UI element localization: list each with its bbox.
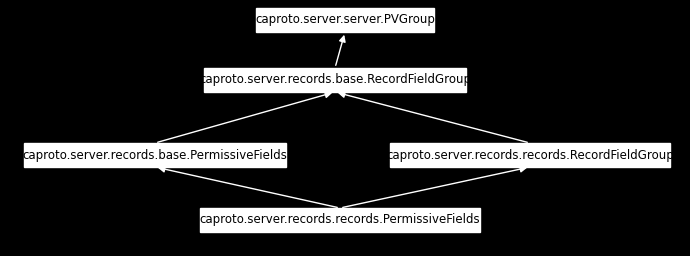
Text: caproto.server.records.base.PermissiveFields: caproto.server.records.base.PermissiveFi… xyxy=(23,148,288,162)
Text: caproto.server.server.PVGroup: caproto.server.server.PVGroup xyxy=(255,14,435,27)
Bar xyxy=(200,208,480,232)
Bar xyxy=(256,8,434,32)
Bar xyxy=(204,68,466,92)
Bar xyxy=(391,143,669,167)
Text: caproto.server.records.records.RecordFieldGroup: caproto.server.records.records.RecordFie… xyxy=(386,148,674,162)
Text: caproto.server.records.records.PermissiveFields: caproto.server.records.records.Permissiv… xyxy=(199,214,480,227)
Bar xyxy=(23,143,286,167)
Text: caproto.server.records.base.RecordFieldGroup: caproto.server.records.base.RecordFieldG… xyxy=(199,73,471,87)
